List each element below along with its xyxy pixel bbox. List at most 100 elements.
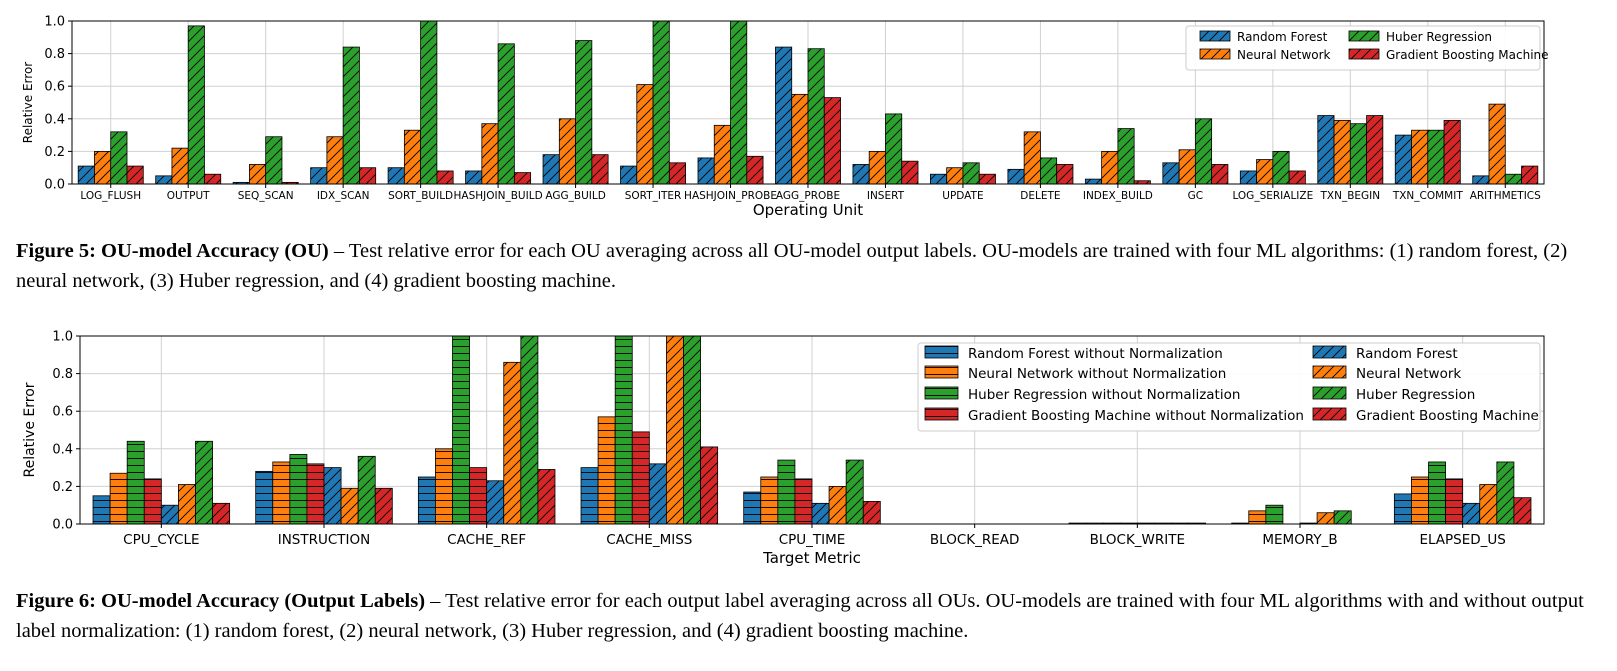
x-tick-label-gc: GC — [1188, 190, 1203, 202]
bar-huber-regression-idx-scan-hatch — [343, 47, 360, 184]
legend-entry-gradient-boosting-machine-without-normalization-label: Gradient Boosting Machine without Normal… — [968, 408, 1304, 424]
x-axis-label: Operating Unit — [753, 201, 863, 219]
bar-neural-network-instruction-hatch — [341, 488, 359, 524]
y-axis-label: Relative Error — [21, 62, 35, 144]
bar-neural-network-delete-hatch — [1024, 131, 1041, 184]
bar-neural-network-arithmetics-hatch — [1488, 104, 1506, 184]
bar-random-forest-cache-ref-hatch — [486, 480, 504, 524]
bar-huber-regression-without-normalization-cache-ref-hatch — [452, 336, 470, 524]
bar-huber-regression-without-normalization-cpu-cycle-hatch — [127, 441, 145, 524]
legend-entry-random-forest-without-normalization-label: Random Forest without Normalization — [968, 346, 1223, 362]
bar-random-forest-cpu-cycle-hatch — [161, 505, 179, 524]
bar-huber-regression-memory-b-hatch — [1334, 510, 1352, 524]
y-tick-label: 0.0 — [44, 178, 65, 193]
y-tick-label: 0.4 — [52, 442, 73, 457]
bar-random-forest-cpu-time-hatch — [812, 503, 830, 524]
bar-huber-regression-elapsed-us-hatch — [1496, 461, 1514, 524]
bar-gradient-boosting-machine-idx-scan-hatch — [359, 167, 376, 184]
bar-neural-network-hashjoin-probe-hatch — [714, 125, 731, 184]
bar-huber-regression-delete-hatch — [1040, 157, 1057, 184]
figure-6-caption-text: – Test relative error for each output la… — [16, 590, 1584, 642]
x-tick-label-elapsed-us: ELAPSED_US — [1419, 532, 1505, 548]
bar-gradient-boosting-machine-update-hatch — [979, 174, 996, 184]
bar-random-forest-txn-begin-hatch — [1317, 115, 1335, 184]
bar-random-forest-txn-commit-hatch — [1395, 135, 1412, 184]
x-tick-label-sort-build: SORT_BUILD — [388, 190, 453, 202]
bar-gradient-boosting-machine-agg-build-hatch — [591, 154, 609, 184]
legend-entry-random-forest-label: Random Forest — [1356, 346, 1458, 362]
legend-entry-huber-regression-label: Huber Regression — [1386, 30, 1492, 44]
bar-huber-regression-cache-miss-hatch — [683, 336, 701, 524]
bar-gradient-boosting-machine-agg-probe-hatch — [824, 97, 841, 184]
y-tick-label: 1.0 — [44, 15, 65, 30]
bar-huber-regression-sort-build-hatch — [420, 21, 437, 184]
bar-neural-network-output-hatch — [171, 148, 189, 184]
bar-huber-regression-output-hatch — [188, 25, 205, 184]
bar-neural-network-without-normalization-cpu-cycle-hatch — [110, 473, 128, 524]
bar-gradient-boosting-machine-without-normalization-cpu-cycle-hatch — [144, 478, 162, 524]
bar-random-forest-without-normalization-cpu-cycle-hatch — [93, 495, 111, 524]
bar-neural-network-sort-build-hatch — [404, 130, 421, 184]
legend-entry-neural-network-swatch-hatch — [1313, 366, 1346, 378]
bar-random-forest-delete-hatch — [1007, 169, 1025, 184]
bar-random-forest-log-flush-hatch — [78, 166, 95, 184]
legend-entry-neural-network-label: Neural Network — [1356, 366, 1461, 382]
bar-random-forest-insert-hatch — [852, 164, 870, 184]
bar-neural-network-gc-hatch — [1179, 149, 1196, 184]
bar-huber-regression-update-hatch — [962, 162, 980, 184]
bar-gradient-boosting-machine-hashjoin-probe-hatch — [746, 156, 764, 184]
legend-entry-gradient-boosting-machine-swatch-hatch — [1349, 49, 1379, 59]
legend-box — [1185, 25, 1541, 71]
bar-huber-regression-without-normalization-elapsed-us-hatch — [1428, 461, 1446, 524]
legend-entry-neural-network-without-normalization-label: Neural Network without Normalization — [968, 366, 1226, 382]
y-tick-label: 0.8 — [52, 367, 73, 382]
bar-huber-regression-index-build-hatch — [1117, 128, 1135, 184]
bar-gradient-boosting-machine-without-normalization-cache-miss-hatch — [632, 431, 650, 524]
legend-entry-gradient-boosting-machine-without-normalization-swatch-hatch — [925, 408, 958, 420]
bar-neural-network-without-normalization-cache-miss-hatch — [598, 416, 616, 524]
bar-random-forest-idx-scan-hatch — [310, 167, 327, 184]
bar-gradient-boosting-machine-instruction-hatch — [375, 488, 393, 524]
bar-random-forest-sort-iter-hatch — [620, 166, 637, 184]
x-tick-label-idx-scan: IDX_SCAN — [317, 190, 370, 202]
legend-entry-neural-network-without-normalization-swatch-hatch — [925, 366, 958, 378]
bar-neural-network-agg-probe-hatch — [791, 94, 808, 184]
bar-huber-regression-seq-scan-hatch — [265, 136, 282, 184]
bar-neural-network-without-normalization-memory-b-hatch — [1248, 510, 1266, 524]
bar-random-forest-cache-miss-hatch — [649, 463, 667, 524]
bar-gradient-boosting-machine-cpu-cycle-hatch — [212, 503, 230, 524]
legend-entry-gradient-boosting-machine-label: Gradient Boosting Machine — [1356, 408, 1539, 424]
bar-huber-regression-without-normalization-memory-b-hatch — [1265, 505, 1283, 524]
y-tick-label: 0.6 — [52, 405, 73, 420]
bar-huber-regression-cpu-time-hatch — [846, 460, 864, 524]
x-tick-label-agg-build: AGG_BUILD — [545, 190, 605, 202]
bar-neural-network-cpu-time-hatch — [829, 486, 847, 524]
bar-gradient-boosting-machine-index-build-hatch — [1134, 180, 1151, 184]
x-tick-label-log-serialize: LOG_SERIALIZE — [1232, 190, 1313, 202]
figure-6-caption: Figure 6: OU-model Accuracy (Output Labe… — [16, 586, 1606, 646]
legend-entry-huber-regression-without-normalization-swatch-hatch — [925, 387, 958, 399]
x-tick-label-delete: DELETE — [1020, 190, 1060, 202]
x-tick-label-cpu-cycle: CPU_CYCLE — [123, 532, 199, 548]
x-tick-label-update: UPDATE — [942, 190, 983, 202]
bar-neural-network-log-flush-hatch — [94, 151, 111, 184]
chart-target-metric: 0.0 0.2 0.4 0.6 0.8 1.0 CPU_CYCLE INSTRUCTION CA… — [22, 330, 1545, 567]
bar-gradient-boosting-machine-hashjoin-build-hatch — [514, 172, 531, 184]
x-tick-label-sort-iter: SORT_ITER — [625, 190, 682, 202]
bar-random-forest-without-normalization-elapsed-us-hatch — [1394, 493, 1412, 524]
y-tick-label: 1.0 — [52, 330, 73, 345]
bar-neural-network-without-normalization-instruction-hatch — [272, 461, 290, 524]
bar-huber-regression-cache-ref-hatch — [520, 336, 538, 524]
bar-gradient-boosting-machine-seq-scan-hatch — [281, 182, 299, 184]
bar-random-forest-without-normalization-cache-miss-hatch — [581, 467, 599, 524]
bar-huber-regression-sort-iter-hatch — [653, 21, 670, 184]
bar-random-forest-instruction-hatch — [324, 467, 342, 524]
bar-random-forest-index-build-hatch — [1085, 179, 1102, 184]
bar-gradient-boosting-machine-cache-miss-hatch — [700, 446, 718, 524]
bar-neural-network-insert-hatch — [869, 151, 886, 184]
bar-gradient-boosting-machine-sort-iter-hatch — [669, 162, 686, 184]
bar-random-forest-agg-build-hatch — [543, 154, 560, 184]
bar-random-forest-without-normalization-instruction-hatch — [255, 471, 273, 524]
bar-neural-network-cache-miss-hatch — [666, 336, 684, 524]
